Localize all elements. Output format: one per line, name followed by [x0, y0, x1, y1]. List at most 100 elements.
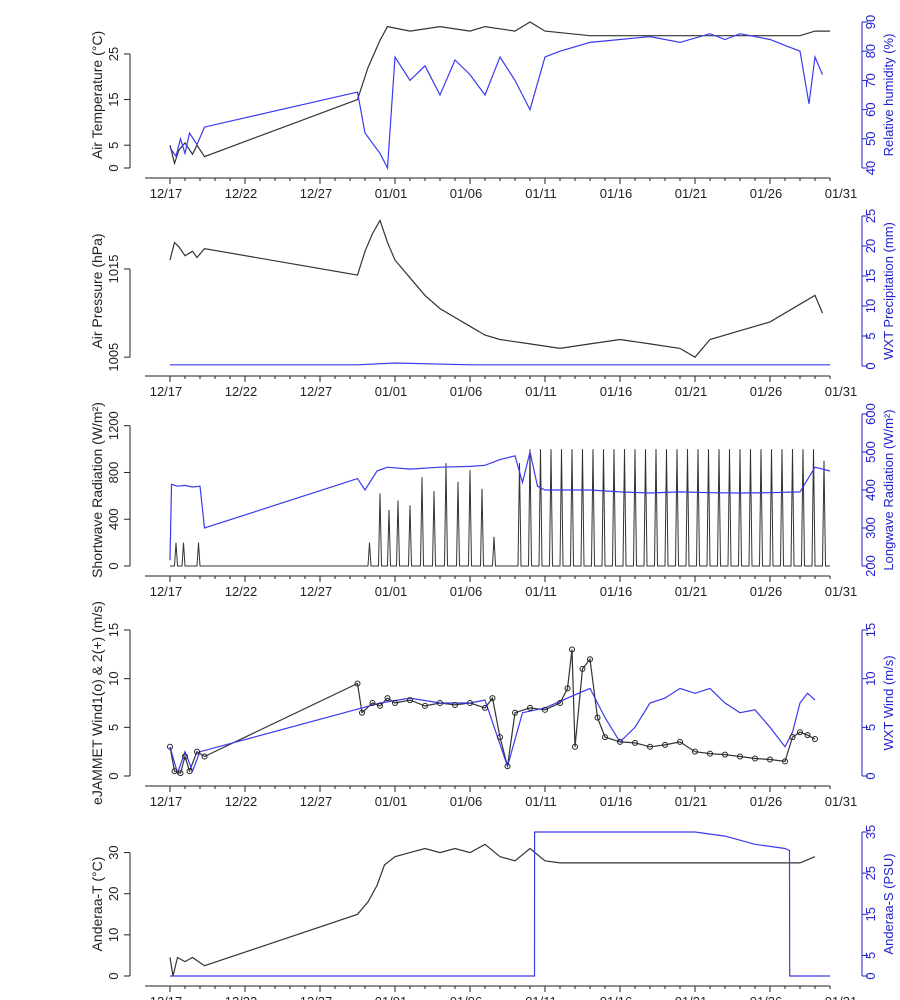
panel2-x-tick-label: 01/16 [600, 384, 633, 399]
panel1-left-axis-label: Air Temperature (°C) [89, 31, 105, 159]
panel3-x-tick-label: 01/16 [600, 584, 633, 599]
panel4-x-tick-label: 01/06 [450, 794, 483, 809]
wind1-marker [662, 741, 668, 748]
wind1-marker [602, 734, 608, 741]
wind1-marker [369, 700, 376, 706]
panel3-x-tick-label: 12/17 [150, 584, 183, 599]
panel4-left-tick-label: 0 [106, 772, 121, 779]
panel1-right-tick-label: 80 [863, 44, 878, 58]
wind1-marker [617, 738, 623, 745]
panel4-x-tick-label: 01/16 [600, 794, 633, 809]
panel3-right-tick-label: 300 [863, 517, 878, 539]
panel2-right-tick-label: 15 [863, 269, 878, 283]
wind1-marker [489, 695, 496, 702]
panel2-x-tick-label: 01/06 [450, 384, 483, 399]
wind1-marker [557, 700, 563, 706]
panel3-left-tick-label: 0 [106, 562, 121, 569]
panel1-left-tick-label: 5 [106, 142, 121, 149]
wind1-marker [594, 714, 601, 721]
panel4-x-tick-label: 01/11 [525, 794, 557, 809]
panel5-x-tick-label: 01/31 [825, 994, 858, 1000]
wind1-marker [569, 646, 575, 653]
wind1-marker [804, 732, 811, 739]
wind1-marker [437, 700, 443, 706]
panel1-x-tick-label: 01/06 [450, 186, 483, 201]
panel5-x-tick-label: 01/06 [450, 994, 483, 1000]
panel2-x-tick-label: 12/17 [150, 384, 183, 399]
panel1-x-tick-label: 01/26 [750, 186, 783, 201]
panel5-x-tick-label: 01/21 [675, 994, 708, 1000]
panel2-right-tick-label: 20 [863, 239, 878, 253]
panel2-x-tick-label: 01/11 [525, 384, 557, 399]
panel3-x-tick-label: 01/31 [825, 584, 858, 599]
wind1-marker [767, 756, 773, 763]
wind1-marker [359, 709, 365, 716]
panel5-x-tick-label: 01/01 [375, 994, 408, 1000]
wind1-marker [692, 748, 698, 755]
wind1-marker [707, 750, 713, 757]
panel1-right-tick-label: 70 [863, 73, 878, 87]
wind1-marker [384, 695, 391, 702]
panel1-x-tick-label: 12/22 [225, 186, 258, 201]
panel1-x-tick-label: 01/16 [600, 186, 633, 201]
panel5-anderaa-t-series-line [169, 843, 816, 977]
panel1-x-tick-label: 12/17 [150, 186, 183, 201]
panel1-x-tick-label: 01/31 [825, 186, 858, 201]
wind1-marker [752, 755, 758, 762]
panel3-x-tick-label: 01/26 [750, 584, 783, 599]
panel2-x-tick-label: 01/26 [750, 384, 783, 399]
panel4-left-tick-label: 15 [106, 623, 121, 637]
panel2-x-tick-label: 01/21 [675, 384, 708, 399]
panel4-x-tick-label: 01/01 [375, 794, 408, 809]
wind1-marker [422, 702, 428, 709]
panel1-left-tick-label: 25 [106, 47, 121, 61]
panel2-wxt-precipitation-series-line [170, 362, 830, 366]
panel2-left-axis-label: Air Pressure (hPa) [89, 233, 105, 348]
panel2-x-tick-label: 12/22 [225, 384, 258, 399]
panel3-left-tick-label: 800 [106, 462, 121, 484]
wind1-marker [512, 709, 518, 716]
panel5-x-tick-label: 01/26 [750, 994, 783, 1000]
panel1-x-tick-label: 01/21 [675, 186, 708, 201]
panel5-right-tick-label: 15 [863, 907, 878, 921]
panel3-shortwave-series-line [170, 449, 830, 567]
panel4-x-tick-label: 12/17 [150, 794, 183, 809]
panel5-left-tick-label: 30 [106, 845, 121, 859]
panel3-right-tick-label: 600 [863, 403, 878, 425]
wind1-marker [572, 743, 578, 750]
wind1-marker [527, 704, 533, 711]
wind1-marker [579, 665, 586, 672]
panel2-x-tick-label: 01/01 [375, 384, 408, 399]
panel5-x-tick-label: 12/27 [300, 994, 333, 1000]
panel1-relative-humidity-series-line [169, 33, 824, 171]
panel4-left-tick-label: 10 [106, 671, 121, 685]
wind1-marker [182, 753, 188, 760]
panel5-right-tick-label: 35 [863, 825, 878, 839]
panel1-air-temperature-series-line [169, 21, 830, 166]
panel5-right-axis-label: Anderaa-S (PSU) [881, 853, 896, 954]
wind1-marker [452, 701, 458, 708]
panel5-left-axis-label: Anderaa-T (°C) [89, 857, 105, 952]
panel5-right-tick-label: 5 [863, 952, 878, 959]
panel5-anderaa-s-series-line [170, 831, 830, 977]
panel3-x-tick-label: 12/22 [225, 584, 258, 599]
wind1-marker [392, 700, 398, 706]
wind1-marker [647, 743, 653, 750]
wind1-marker [587, 656, 593, 663]
panel4-x-tick-label: 01/26 [750, 794, 783, 809]
panel4-left-axis-label: eJAMMET Wind1(o) & 2(+) (m/s) [89, 601, 105, 805]
panel1-right-tick-label: 50 [863, 132, 878, 146]
wind1-marker [737, 753, 743, 760]
panel3-left-tick-label: 1200 [106, 411, 121, 440]
panel2-right-tick-label: 5 [863, 332, 878, 339]
panel3-right-tick-label: 500 [863, 441, 878, 463]
wind1-marker [186, 768, 193, 775]
wind1-marker [789, 734, 796, 741]
wind1-marker [201, 753, 208, 760]
panel3-right-tick-label: 400 [863, 479, 878, 501]
panel5-left-tick-label: 0 [106, 972, 121, 979]
panel5-left-tick-label: 10 [106, 928, 121, 942]
panel3-x-tick-label: 01/06 [450, 584, 483, 599]
wind1-marker [177, 770, 184, 777]
panel4-left-tick-label: 5 [106, 724, 121, 731]
